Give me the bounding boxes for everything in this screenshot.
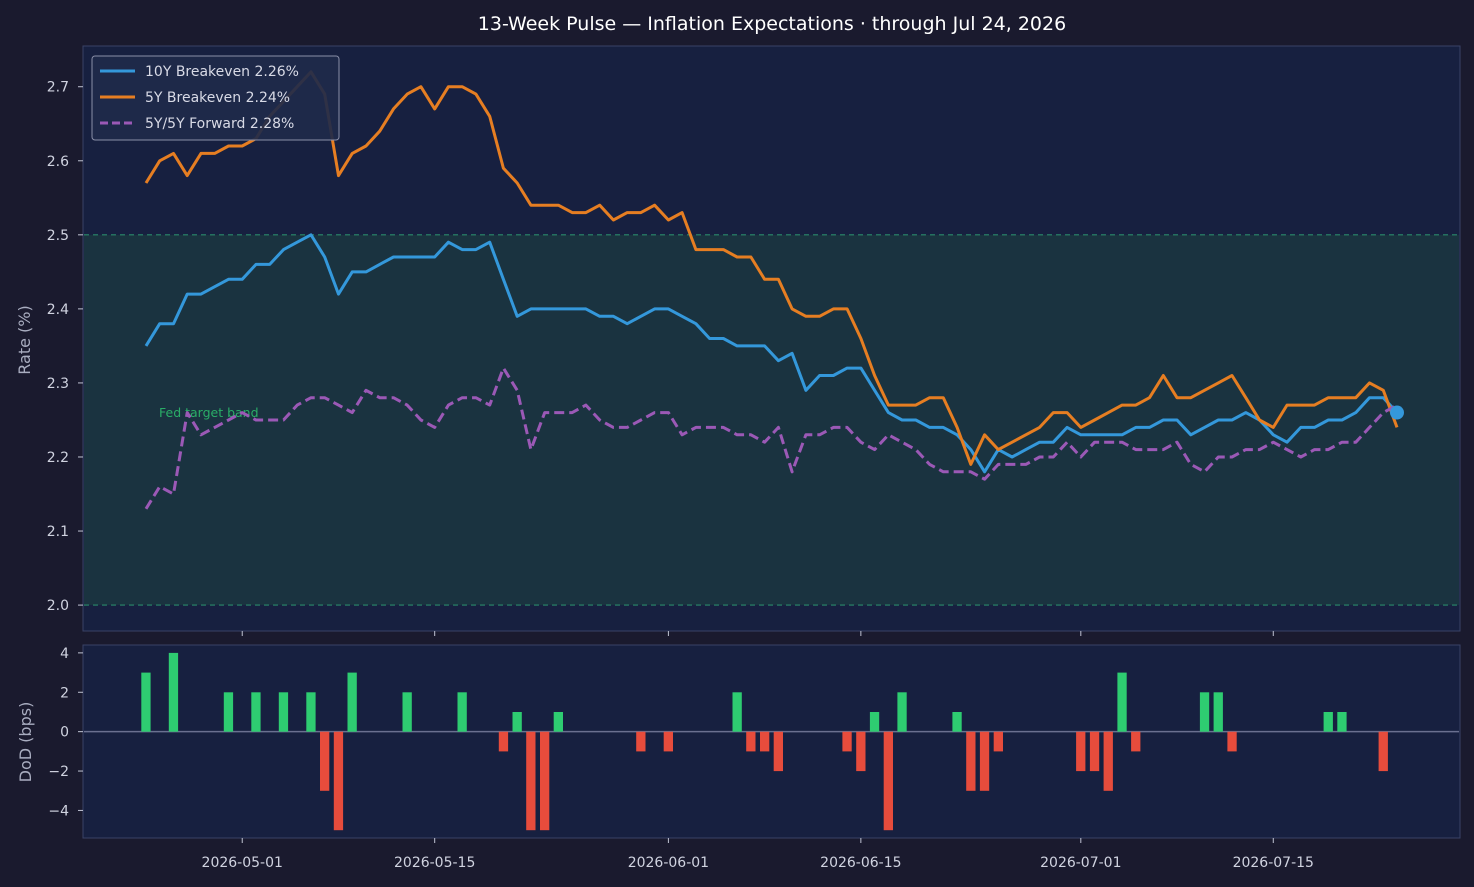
dod-bar xyxy=(732,692,742,732)
x-tick-label: 2026-07-15 xyxy=(1233,855,1314,871)
x-tick-label: 2026-05-15 xyxy=(394,855,475,871)
line-5y5y-forward xyxy=(144,366,1398,510)
fed-target-band xyxy=(84,234,1459,606)
dod-bar xyxy=(498,731,509,752)
dod-bar xyxy=(1199,692,1210,732)
rate-y-tick-label: 2.5 xyxy=(47,228,69,244)
dod-bar xyxy=(636,731,646,752)
dod-bar xyxy=(402,692,412,732)
dod-bar xyxy=(512,712,522,732)
dod-bar xyxy=(1076,731,1086,772)
dod-x-ticks: 2026-05-01 2026-05-15 2026-06-01 2026-06-15… xyxy=(202,838,1314,871)
legend: 10Y Breakeven 2.26% 5Y Breakeven 2.24% 5… xyxy=(91,55,340,141)
x-tick-label: 2026-07-01 xyxy=(1040,855,1121,871)
rate-y-tick-label: 2.3 xyxy=(47,376,69,392)
x-tick-label: 2026-06-15 xyxy=(820,855,901,871)
dod-bar xyxy=(251,692,261,732)
dod-bar xyxy=(856,731,866,772)
dod-bar xyxy=(306,692,316,732)
dod-y-tick-label: 4 xyxy=(60,646,69,662)
dod-bar xyxy=(1213,692,1223,732)
dod-bar xyxy=(966,731,976,791)
dod-bar xyxy=(1131,731,1141,752)
dod-bar xyxy=(663,731,673,752)
rate-y-axis-label: Rate (%) xyxy=(15,305,34,374)
dod-bar xyxy=(760,731,770,752)
dod-bar xyxy=(278,692,289,732)
dod-bar xyxy=(347,672,357,732)
dod-bar xyxy=(320,731,330,791)
dod-bar xyxy=(979,731,990,791)
dod-bars xyxy=(141,652,1388,831)
legend-box xyxy=(91,55,340,141)
rate-y-tick-label: 2.0 xyxy=(47,598,69,614)
dod-y-tick-label: −4 xyxy=(48,803,69,819)
dod-bar xyxy=(526,731,536,831)
dod-bar xyxy=(952,712,962,732)
dod-bar xyxy=(553,712,563,732)
x-tick-label: 2026-06-01 xyxy=(628,855,709,871)
rate-y-tick-label: 2.4 xyxy=(47,302,69,318)
line-10y-breakeven xyxy=(144,233,1399,474)
dod-bar xyxy=(1227,731,1237,752)
dod-bar xyxy=(141,672,151,732)
dod-y-tick-label: −2 xyxy=(48,764,69,780)
line-5y-breakeven xyxy=(144,70,1399,466)
x-tick-label: 2026-05-01 xyxy=(202,855,283,871)
dod-bar xyxy=(223,692,234,732)
rate-y-ticks: 2.0 2.1 2.2 2.3 2.4 2.5 2.6 2.7 xyxy=(47,80,83,614)
dod-bar xyxy=(993,731,1003,752)
rate-y-tick-label: 2.2 xyxy=(47,450,69,466)
rate-x-ticks xyxy=(241,631,1274,636)
dod-bar xyxy=(746,731,756,752)
dod-bar xyxy=(897,692,907,732)
rate-panel: Fed target band 2.02.12.22.32.42.52.62.7… xyxy=(15,45,1461,636)
dod-bar xyxy=(1323,712,1333,732)
dod-bar xyxy=(1378,731,1388,772)
rate-series-lines xyxy=(144,70,1399,510)
dod-y-axis-label: DoD (bps) xyxy=(16,702,35,783)
last-value-marker xyxy=(1390,405,1404,420)
dod-bar xyxy=(540,731,550,831)
dod-bar xyxy=(773,731,783,772)
dod-bar xyxy=(869,712,880,732)
rate-y-tick-label: 2.7 xyxy=(47,80,69,96)
legend-label-10y: 10Y Breakeven 2.26% xyxy=(145,64,299,80)
dod-bar xyxy=(1103,731,1113,791)
dod-y-ticks: −4 −2 0 2 4 xyxy=(48,646,83,819)
dod-bar xyxy=(883,731,893,831)
chart-title: 13-Week Pulse — Inflation Expectations ·… xyxy=(478,13,1066,35)
dod-bar xyxy=(1089,731,1100,772)
dod-panel-background xyxy=(82,644,1461,839)
legend-label-fwd: 5Y/5Y Forward 2.28% xyxy=(145,116,294,132)
dod-bar xyxy=(457,692,467,732)
dod-bar xyxy=(1337,712,1347,732)
dod-y-tick-label: 2 xyxy=(60,685,69,701)
rate-y-tick-label: 2.6 xyxy=(47,154,69,170)
dod-bar xyxy=(333,731,344,831)
dod-bar xyxy=(168,652,179,732)
dod-bar xyxy=(842,731,852,752)
rate-y-tick-label: 2.1 xyxy=(47,524,69,540)
dod-bar xyxy=(1117,672,1127,732)
legend-label-5y: 5Y Breakeven 2.24% xyxy=(145,90,290,106)
dod-y-tick-label: 0 xyxy=(60,725,69,741)
